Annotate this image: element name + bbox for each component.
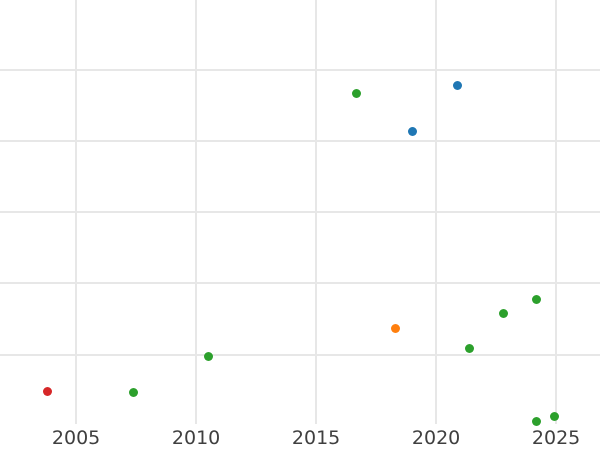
vertical-gridline bbox=[75, 0, 78, 424]
horizontal-gridline bbox=[0, 68, 600, 71]
x-tick-label-2015: 2015 bbox=[291, 427, 341, 449]
vertical-gridline bbox=[195, 0, 198, 424]
scatter-point-series-red bbox=[42, 387, 52, 397]
scatter-point-series-green bbox=[203, 351, 213, 361]
horizontal-gridline bbox=[0, 211, 600, 214]
x-tick-label-2025: 2025 bbox=[531, 427, 581, 449]
scatter-point-series-orange bbox=[390, 324, 400, 334]
scatter-point-series-blue bbox=[407, 126, 417, 136]
x-tick-label-2020: 2020 bbox=[411, 427, 461, 449]
scatter-point-series-blue bbox=[453, 80, 463, 90]
vertical-gridline bbox=[315, 0, 318, 424]
vertical-gridline bbox=[555, 0, 558, 424]
horizontal-gridline bbox=[0, 353, 600, 356]
scatter-point-series-green bbox=[532, 294, 542, 304]
x-tick-label-2005: 2005 bbox=[51, 427, 101, 449]
horizontal-gridline bbox=[0, 139, 600, 142]
scatter-point-series-green bbox=[532, 417, 542, 427]
scatter-point-series-green bbox=[465, 343, 475, 353]
horizontal-gridline bbox=[0, 282, 600, 285]
scatter-point-series-green bbox=[352, 89, 362, 99]
x-tick-label-2010: 2010 bbox=[171, 427, 221, 449]
vertical-gridline bbox=[435, 0, 438, 424]
scatter-point-series-green bbox=[550, 412, 560, 422]
scatter-point-series-green bbox=[129, 387, 139, 397]
scatter-point-series-green bbox=[498, 308, 508, 318]
